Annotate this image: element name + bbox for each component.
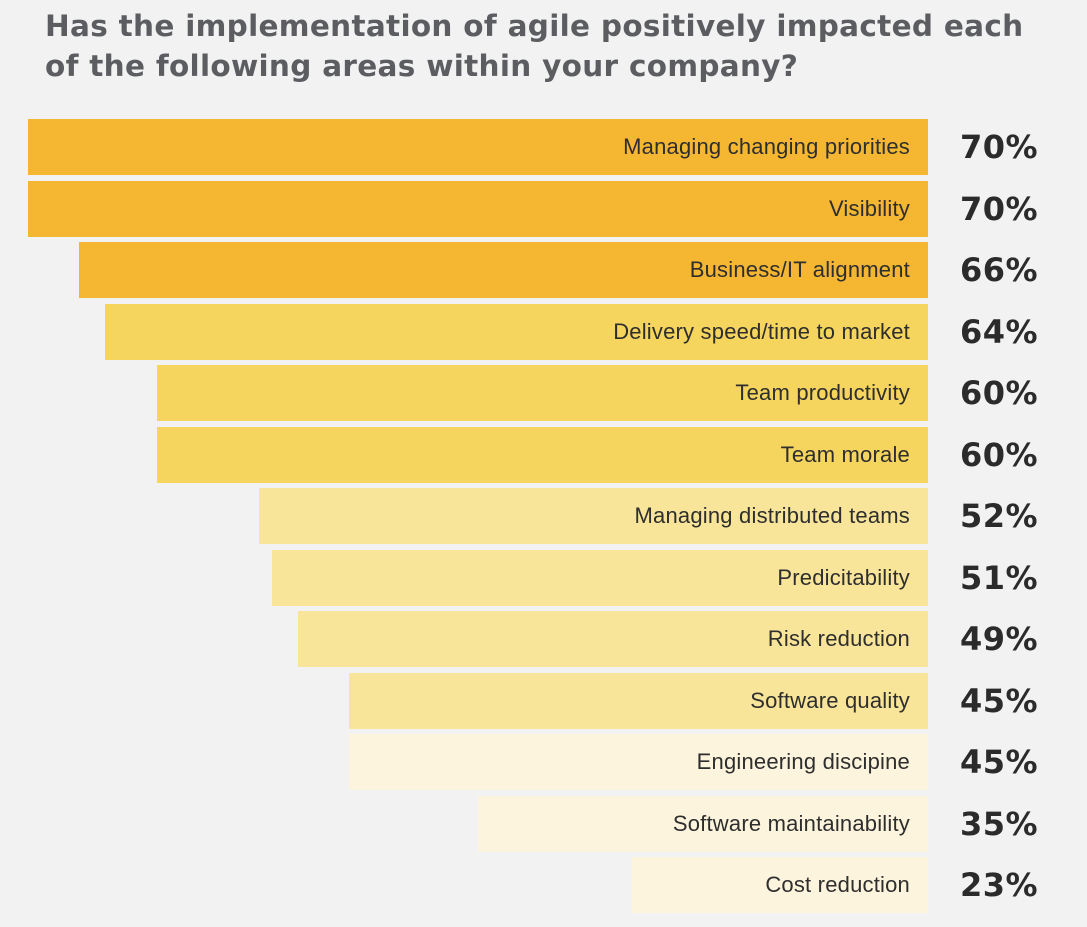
value-label: 70% [959,189,1039,228]
bar-label: Delivery speed/time to market [613,318,910,344]
bar-label: Software quality [750,687,910,713]
bar: Visibility [28,180,928,237]
bar: Engineering discipine [349,734,928,790]
bar-label: Cost reduction [765,872,910,897]
value-label: 45% [959,681,1039,720]
bar: Business/IT alignment [79,242,928,298]
bar: Team productivity [156,365,928,421]
value-label: 70% [959,128,1039,166]
bar: Predicitability [272,549,928,606]
value-label: 35% [959,804,1039,843]
value-label: 52% [959,497,1039,535]
bar-label: Predicitability [777,564,910,590]
value-label: 49% [959,620,1039,658]
bar-label: Business/IT alignment [689,257,910,282]
bar: Delivery speed/time to market [105,303,928,360]
bar: Managing distributed teams [259,488,928,544]
bar: Software quality [349,672,928,729]
bar: Team morale [156,426,928,483]
value-label: 64% [959,312,1039,351]
value-label: 51% [959,558,1039,597]
bar-label: Managing distributed teams [634,503,910,528]
bar: Managing changing priorities [28,119,928,175]
chart-title: Has the implementation of agile positive… [45,9,1024,83]
value-label: 66% [959,251,1039,289]
value-label: 45% [959,743,1039,781]
bar-label: Visibility [828,195,910,221]
bar-label: Managing changing priorities [623,134,910,159]
bar: Cost reduction [632,857,928,913]
bar-label: Risk reduction [767,626,910,651]
bar: Risk reduction [298,611,928,667]
value-label: 60% [959,374,1039,412]
bar: Software maintainability [478,795,928,852]
bar-label: Team productivity [735,380,910,405]
bar-label: Team morale [780,441,910,467]
value-label: 23% [959,866,1039,904]
bar-label: Engineering discipine [696,749,910,774]
bar-label: Software maintainability [672,810,910,836]
value-label: 60% [959,435,1039,474]
